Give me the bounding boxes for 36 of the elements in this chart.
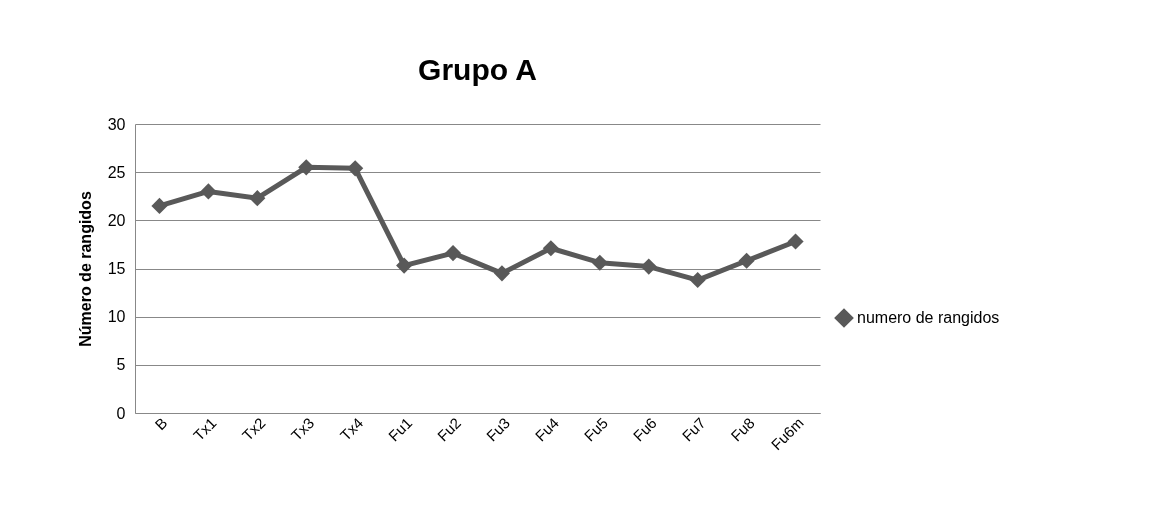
- x-tick-label: Fu4: [531, 414, 562, 445]
- point: [787, 233, 804, 250]
- y-tick-label: 30: [107, 115, 126, 133]
- point: [542, 240, 559, 257]
- y-tick-label: 5: [116, 356, 126, 374]
- y-tick-label: 15: [107, 260, 126, 277]
- point: [347, 160, 364, 177]
- x-tick-label: Fu7: [678, 414, 709, 445]
- point: [200, 183, 217, 200]
- point: [738, 252, 755, 269]
- x-tick-label: Fu3: [482, 414, 514, 445]
- x-tick-label: Fu5: [580, 414, 611, 445]
- x-tick-label: Tx4: [336, 414, 367, 444]
- point: [591, 254, 608, 271]
- legend-label: numero de rangidos: [857, 309, 1000, 326]
- point: [249, 190, 266, 207]
- y-tick-label: 0: [116, 404, 126, 422]
- point: [689, 272, 706, 289]
- y-axis-title: Número de rangidos: [76, 191, 94, 347]
- y-tick-label: 25: [107, 163, 126, 181]
- point: [151, 197, 168, 214]
- x-tick-label: Fu2: [433, 414, 465, 445]
- x-tick-label: Fu1: [384, 414, 416, 445]
- point: [640, 258, 657, 275]
- y-tick-label: 20: [107, 211, 126, 229]
- x-tick-label: Tx1: [189, 414, 220, 444]
- point: [444, 245, 462, 262]
- x-tick-label: B: [151, 414, 171, 434]
- y-tick-label: 10: [107, 308, 126, 326]
- point: [396, 257, 413, 274]
- point: [493, 265, 511, 282]
- x-tick-label: Fu6: [629, 414, 660, 445]
- x-tick-label: Fu8: [727, 414, 758, 445]
- x-tick-label: Tx2: [238, 414, 269, 444]
- x-tick-label: Tx3: [287, 414, 318, 444]
- chart-title: Grupo A: [418, 53, 537, 86]
